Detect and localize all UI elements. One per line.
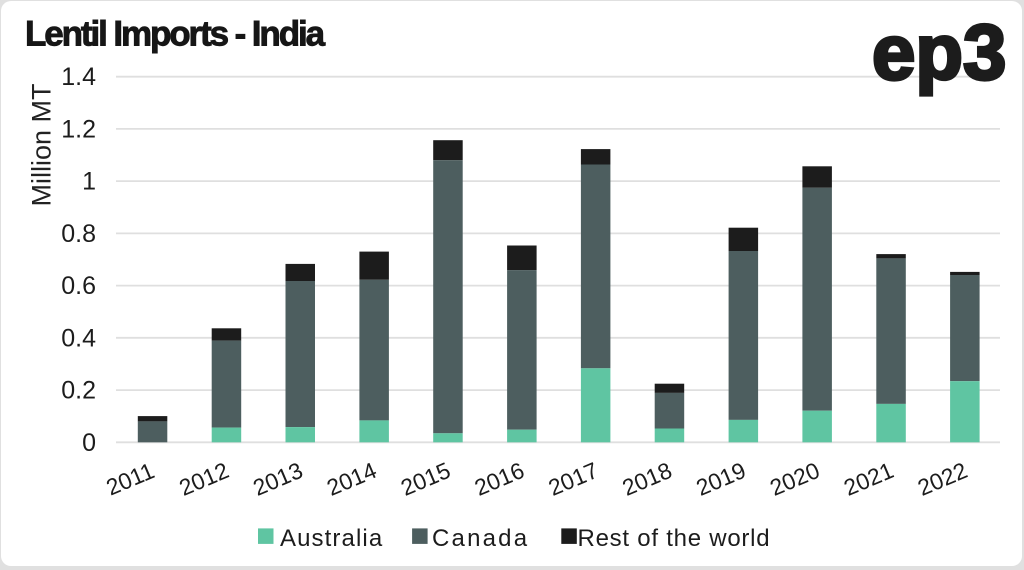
svg-text:2012: 2012	[175, 457, 232, 501]
svg-text:0: 0	[82, 429, 96, 457]
svg-text:2016: 2016	[471, 457, 528, 501]
svg-text:2018: 2018	[618, 457, 675, 501]
svg-text:0.2: 0.2	[61, 377, 96, 405]
svg-text:0.6: 0.6	[61, 272, 96, 300]
svg-text:1.2: 1.2	[61, 115, 96, 143]
svg-text:2020: 2020	[766, 457, 823, 501]
svg-text:0.8: 0.8	[61, 220, 96, 248]
svg-text:1: 1	[82, 168, 96, 196]
svg-text:Australia: Australia	[280, 525, 383, 552]
svg-text:2017: 2017	[545, 457, 602, 501]
svg-text:Lentil Imports - India: Lentil Imports - India	[25, 14, 326, 53]
svg-text:0.4: 0.4	[61, 324, 96, 352]
svg-text:2013: 2013	[249, 457, 306, 501]
svg-text:2021: 2021	[840, 457, 897, 501]
svg-text:1.4: 1.4	[61, 63, 96, 91]
svg-text:2015: 2015	[397, 457, 454, 501]
svg-text:Canada: Canada	[432, 525, 529, 552]
svg-text:Rest of the world: Rest of the world	[578, 525, 771, 552]
svg-text:2011: 2011	[102, 457, 158, 500]
svg-text:ep3: ep3	[872, 8, 1006, 96]
svg-text:2019: 2019	[692, 457, 749, 501]
svg-text:Million MT: Million MT	[27, 83, 57, 206]
svg-text:2014: 2014	[323, 457, 380, 501]
svg-text:2022: 2022	[914, 457, 971, 501]
